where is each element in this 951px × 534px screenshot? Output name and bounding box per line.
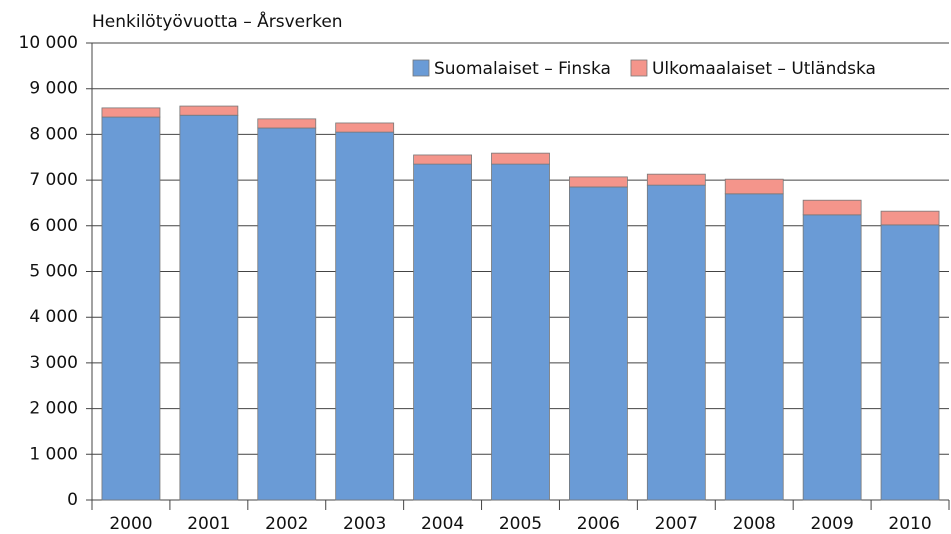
- y-tick-label: 1 000: [29, 444, 78, 464]
- bar-segment: [335, 131, 395, 501]
- legend-box: [402, 53, 947, 83]
- y-tick-label: 6 000: [29, 216, 78, 236]
- y-tick-label: 3 000: [29, 353, 78, 373]
- bar-segment: [724, 193, 784, 501]
- bar-segment: [101, 107, 161, 118]
- x-tick-label: 2005: [499, 514, 542, 534]
- x-tick-label: 2006: [577, 514, 620, 534]
- bar-segment: [101, 116, 161, 501]
- bar-segment: [413, 154, 472, 165]
- bar-segment: [569, 186, 628, 501]
- x-tick-label: 2002: [265, 514, 308, 534]
- x-tick-label: 2008: [733, 514, 776, 534]
- x-tick-label: 2009: [811, 514, 854, 534]
- legend-swatch: [630, 59, 648, 77]
- bar-segment: [257, 118, 317, 129]
- bar-segment: [646, 173, 706, 186]
- bar-segment: [257, 127, 317, 501]
- bar-segment: [491, 163, 550, 501]
- bar-segment: [179, 105, 239, 116]
- x-tick-label: 2003: [343, 514, 386, 534]
- legend-label: Suomalaiset – Finska: [434, 59, 611, 79]
- y-tick-label: 4 000: [29, 307, 78, 327]
- legend-label: Ulkomaalaiset – Utländska: [652, 59, 876, 79]
- x-tick-label: 2010: [888, 514, 931, 534]
- bar-segment: [491, 152, 550, 165]
- y-tick-label: 0: [67, 490, 78, 510]
- chart-title: Henkilötyövuotta – Årsverken: [92, 10, 343, 32]
- bar-segment: [724, 178, 784, 195]
- y-tick-label: 8 000: [29, 124, 78, 144]
- bar-segment: [413, 163, 472, 501]
- y-tick-label: 5 000: [29, 262, 78, 282]
- y-tick-label: 2 000: [29, 399, 78, 419]
- bar-segment: [802, 199, 862, 216]
- bar-segment: [880, 210, 940, 226]
- y-tick-label: 10 000: [19, 33, 78, 53]
- bar-segment: [802, 214, 862, 501]
- x-tick-label: 2007: [655, 514, 698, 534]
- bar-segment: [569, 176, 628, 188]
- bar-segment: [646, 184, 706, 501]
- x-tick-label: 2000: [109, 514, 152, 534]
- y-tick-label: 7 000: [29, 170, 78, 190]
- bar-segment: [179, 114, 239, 501]
- x-tick-label: 2004: [421, 514, 464, 534]
- bar-segment: [880, 224, 940, 501]
- legend-swatch: [412, 59, 430, 77]
- x-tick-label: 2001: [187, 514, 230, 534]
- y-tick-label: 9 000: [29, 79, 78, 99]
- bar-segment: [335, 122, 395, 133]
